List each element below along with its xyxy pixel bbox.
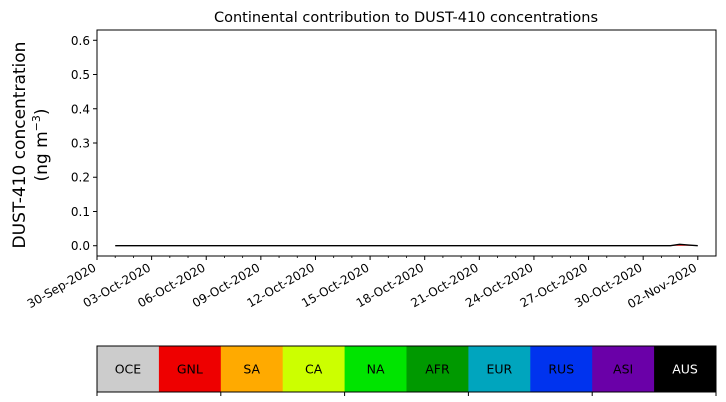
x-axis: 30-Sep-202003-Oct-202006-Oct-202009-Oct-… <box>25 256 699 311</box>
y-tick-label: 0.2 <box>71 171 90 185</box>
colorbar-swatch-gnl <box>158 346 222 392</box>
colorbar-swatch-rus <box>530 346 593 392</box>
colorbar-swatch-na <box>344 346 407 392</box>
colorbar-swatch-oce <box>97 346 160 392</box>
y-axis: 0.0 0.1 0.2 0.3 0.4 0.5 0.6 <box>71 34 97 253</box>
plot-frame <box>96 29 717 257</box>
colorbar-swatch-sa <box>220 346 284 392</box>
y-tick-label: 0.3 <box>71 137 90 151</box>
colorbar-label-oce: OCE <box>115 362 142 377</box>
colorbar-label-aus: AUS <box>672 362 698 377</box>
y-axis-label-line2: (ng m−3) <box>30 108 52 181</box>
y-axis-label: DUST-410 concentration (ng m−3) <box>10 42 52 249</box>
colorbar-label-eur: EUR <box>486 362 512 377</box>
y-axis-label-unit-prefix: (ng m <box>32 131 52 181</box>
colorbar-label-sa: SA <box>243 362 260 377</box>
y-tick-label: 0.1 <box>71 205 90 219</box>
colorbar-swatch-aus <box>654 346 717 392</box>
colorbar-swatch-eur <box>468 346 531 392</box>
total-concentration-line <box>115 243 698 247</box>
colorbar-label-rus: RUS <box>548 362 574 377</box>
colorbar-frame <box>96 345 717 393</box>
colorbar-label-afr: AFR <box>425 362 450 377</box>
colorbar-label-ca: CA <box>305 362 323 377</box>
y-axis-label-unit-suffix: ) <box>32 108 52 115</box>
colorbar-swatch-asi <box>592 346 655 392</box>
colorbar-label-na: NA <box>367 362 385 377</box>
y-tick-label: 0.6 <box>71 34 90 48</box>
y-tick-label: 0.5 <box>71 68 90 82</box>
stacked-area-series <box>115 243 698 247</box>
colorbar-swatch-ca <box>282 346 346 392</box>
chart-title: Continental contribution to DUST-410 con… <box>214 10 598 26</box>
colorbar-label-asi: ASI <box>613 362 633 377</box>
region-colorbar: OCE GNL SA CA NA AFR EUR RUS ASI AUS <box>96 345 717 396</box>
y-axis-label-unit-exponent: −3 <box>30 115 43 131</box>
colorbar-swatch-afr <box>406 346 469 392</box>
y-tick-label: 0.0 <box>71 239 90 253</box>
y-axis-label-line1: DUST-410 concentration <box>10 42 30 249</box>
colorbar-label-gnl: GNL <box>177 362 203 377</box>
y-tick-label: 0.4 <box>71 102 90 116</box>
